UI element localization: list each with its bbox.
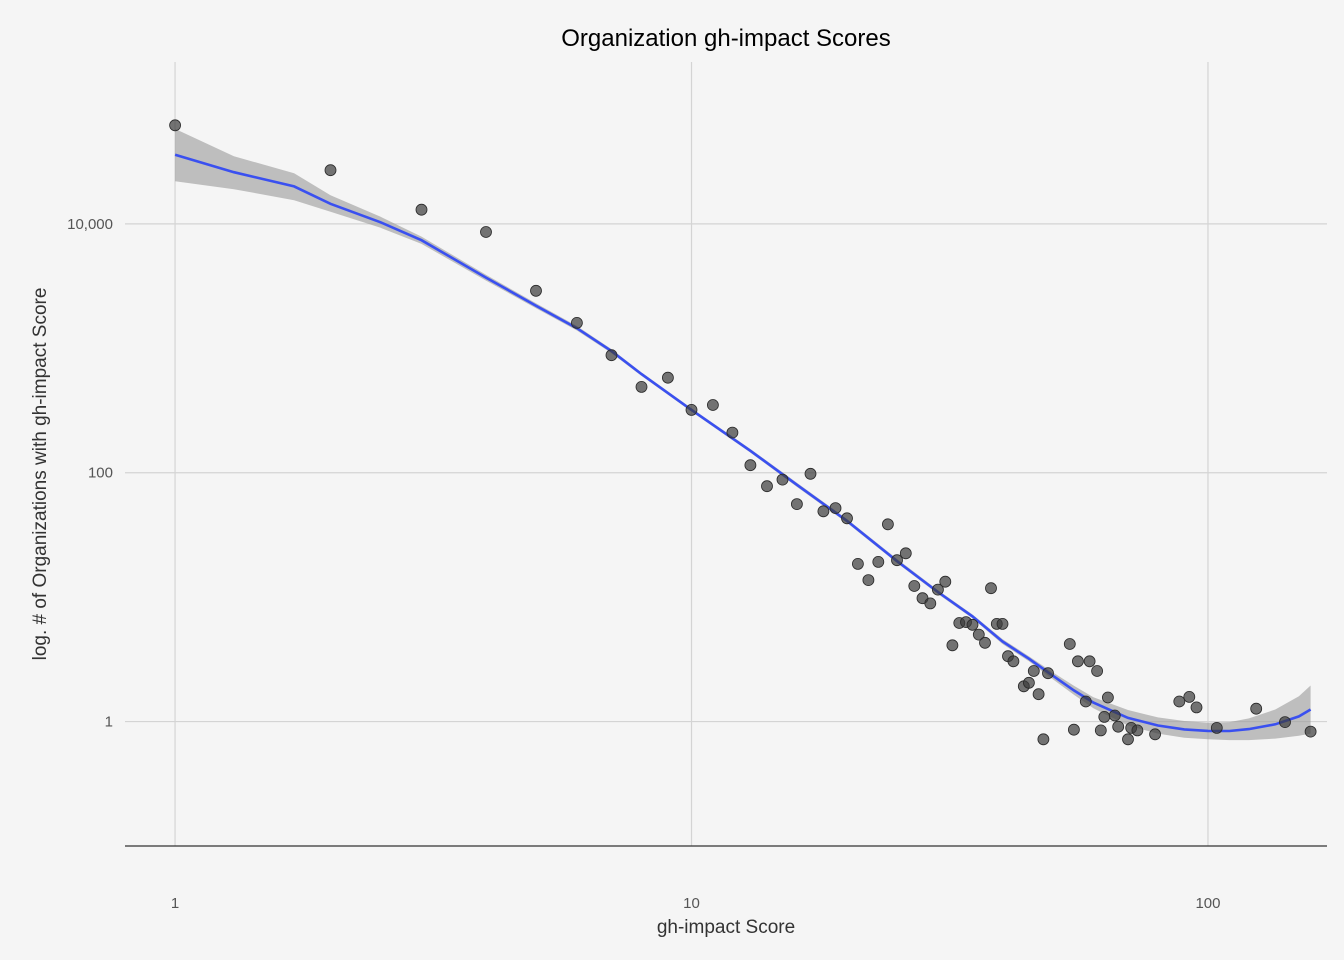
data-point bbox=[979, 636, 991, 649]
data-point bbox=[761, 480, 773, 493]
data-point bbox=[324, 164, 337, 177]
data-point bbox=[1173, 695, 1186, 708]
data-point bbox=[1007, 655, 1020, 668]
data-point bbox=[635, 380, 648, 393]
y-tick-label: 100 bbox=[88, 465, 113, 482]
data-point bbox=[1023, 676, 1035, 689]
x-tick-label: 1 bbox=[171, 895, 179, 912]
data-point bbox=[1250, 702, 1263, 715]
data-point bbox=[605, 349, 618, 362]
data-point bbox=[1183, 691, 1196, 703]
data-point bbox=[1102, 691, 1114, 704]
data-point bbox=[1042, 667, 1054, 680]
data-point bbox=[1190, 701, 1203, 714]
data-point bbox=[829, 502, 842, 515]
data-point bbox=[996, 618, 1009, 630]
data-point bbox=[1304, 725, 1317, 738]
data-point bbox=[662, 371, 674, 384]
x-tick-label: 100 bbox=[1195, 895, 1220, 912]
data-point bbox=[1032, 688, 1045, 701]
data-point bbox=[1063, 638, 1076, 650]
data-point bbox=[841, 512, 853, 525]
data-point bbox=[571, 316, 583, 329]
data-point bbox=[882, 518, 894, 531]
data-point bbox=[415, 203, 428, 216]
data-point bbox=[1112, 720, 1125, 733]
data-point bbox=[1068, 723, 1080, 736]
y-tick-label: 10,000 bbox=[67, 216, 113, 233]
y-axis-title: log. # of Organizations with gh-impact S… bbox=[30, 288, 51, 661]
data-point bbox=[908, 580, 921, 592]
data-point bbox=[1279, 716, 1291, 728]
data-point bbox=[480, 226, 492, 238]
data-point bbox=[1131, 724, 1144, 737]
data-point bbox=[530, 284, 542, 297]
data-point bbox=[972, 628, 985, 641]
scatter-points bbox=[169, 119, 1317, 746]
y-tick-label: 1 bbox=[105, 714, 113, 731]
chart-title: Organization gh-impact Scores bbox=[561, 25, 890, 52]
data-point bbox=[891, 554, 903, 567]
data-point bbox=[852, 558, 864, 570]
data-point bbox=[776, 473, 789, 486]
data-point bbox=[1122, 733, 1134, 746]
x-tick-label: 10 bbox=[683, 895, 700, 912]
trend-line-group bbox=[174, 153, 1312, 733]
data-point bbox=[1094, 724, 1107, 737]
confidence-band-group bbox=[175, 128, 1311, 741]
data-point bbox=[707, 399, 719, 411]
data-point bbox=[726, 426, 739, 439]
data-point bbox=[1072, 655, 1084, 668]
data-point bbox=[946, 639, 959, 652]
data-point bbox=[1091, 665, 1103, 677]
data-point bbox=[1083, 655, 1096, 668]
confidence-band bbox=[175, 128, 1311, 741]
data-point bbox=[872, 556, 885, 568]
data-point bbox=[1037, 733, 1050, 746]
data-point bbox=[1027, 665, 1040, 677]
data-point bbox=[685, 403, 698, 416]
data-point bbox=[932, 583, 944, 596]
trend-line bbox=[174, 153, 1312, 733]
data-point bbox=[1149, 728, 1161, 741]
data-point bbox=[791, 498, 803, 511]
x-axis-title: gh-impact Score bbox=[657, 917, 795, 938]
data-point bbox=[744, 459, 757, 472]
data-point bbox=[924, 597, 937, 610]
data-point bbox=[1210, 722, 1223, 734]
data-point bbox=[966, 618, 979, 631]
data-point bbox=[817, 505, 830, 518]
data-point bbox=[1098, 711, 1111, 723]
data-point bbox=[1108, 709, 1121, 722]
data-point bbox=[1079, 695, 1092, 708]
data-point bbox=[899, 547, 912, 560]
data-point bbox=[804, 467, 817, 480]
data-point bbox=[939, 575, 952, 588]
x-tick-labels: 1 10 100 bbox=[171, 895, 1221, 912]
data-point bbox=[985, 582, 997, 595]
y-tick-labels: 1 100 10,000 bbox=[67, 216, 113, 731]
data-point bbox=[169, 119, 182, 132]
data-point bbox=[862, 574, 875, 586]
